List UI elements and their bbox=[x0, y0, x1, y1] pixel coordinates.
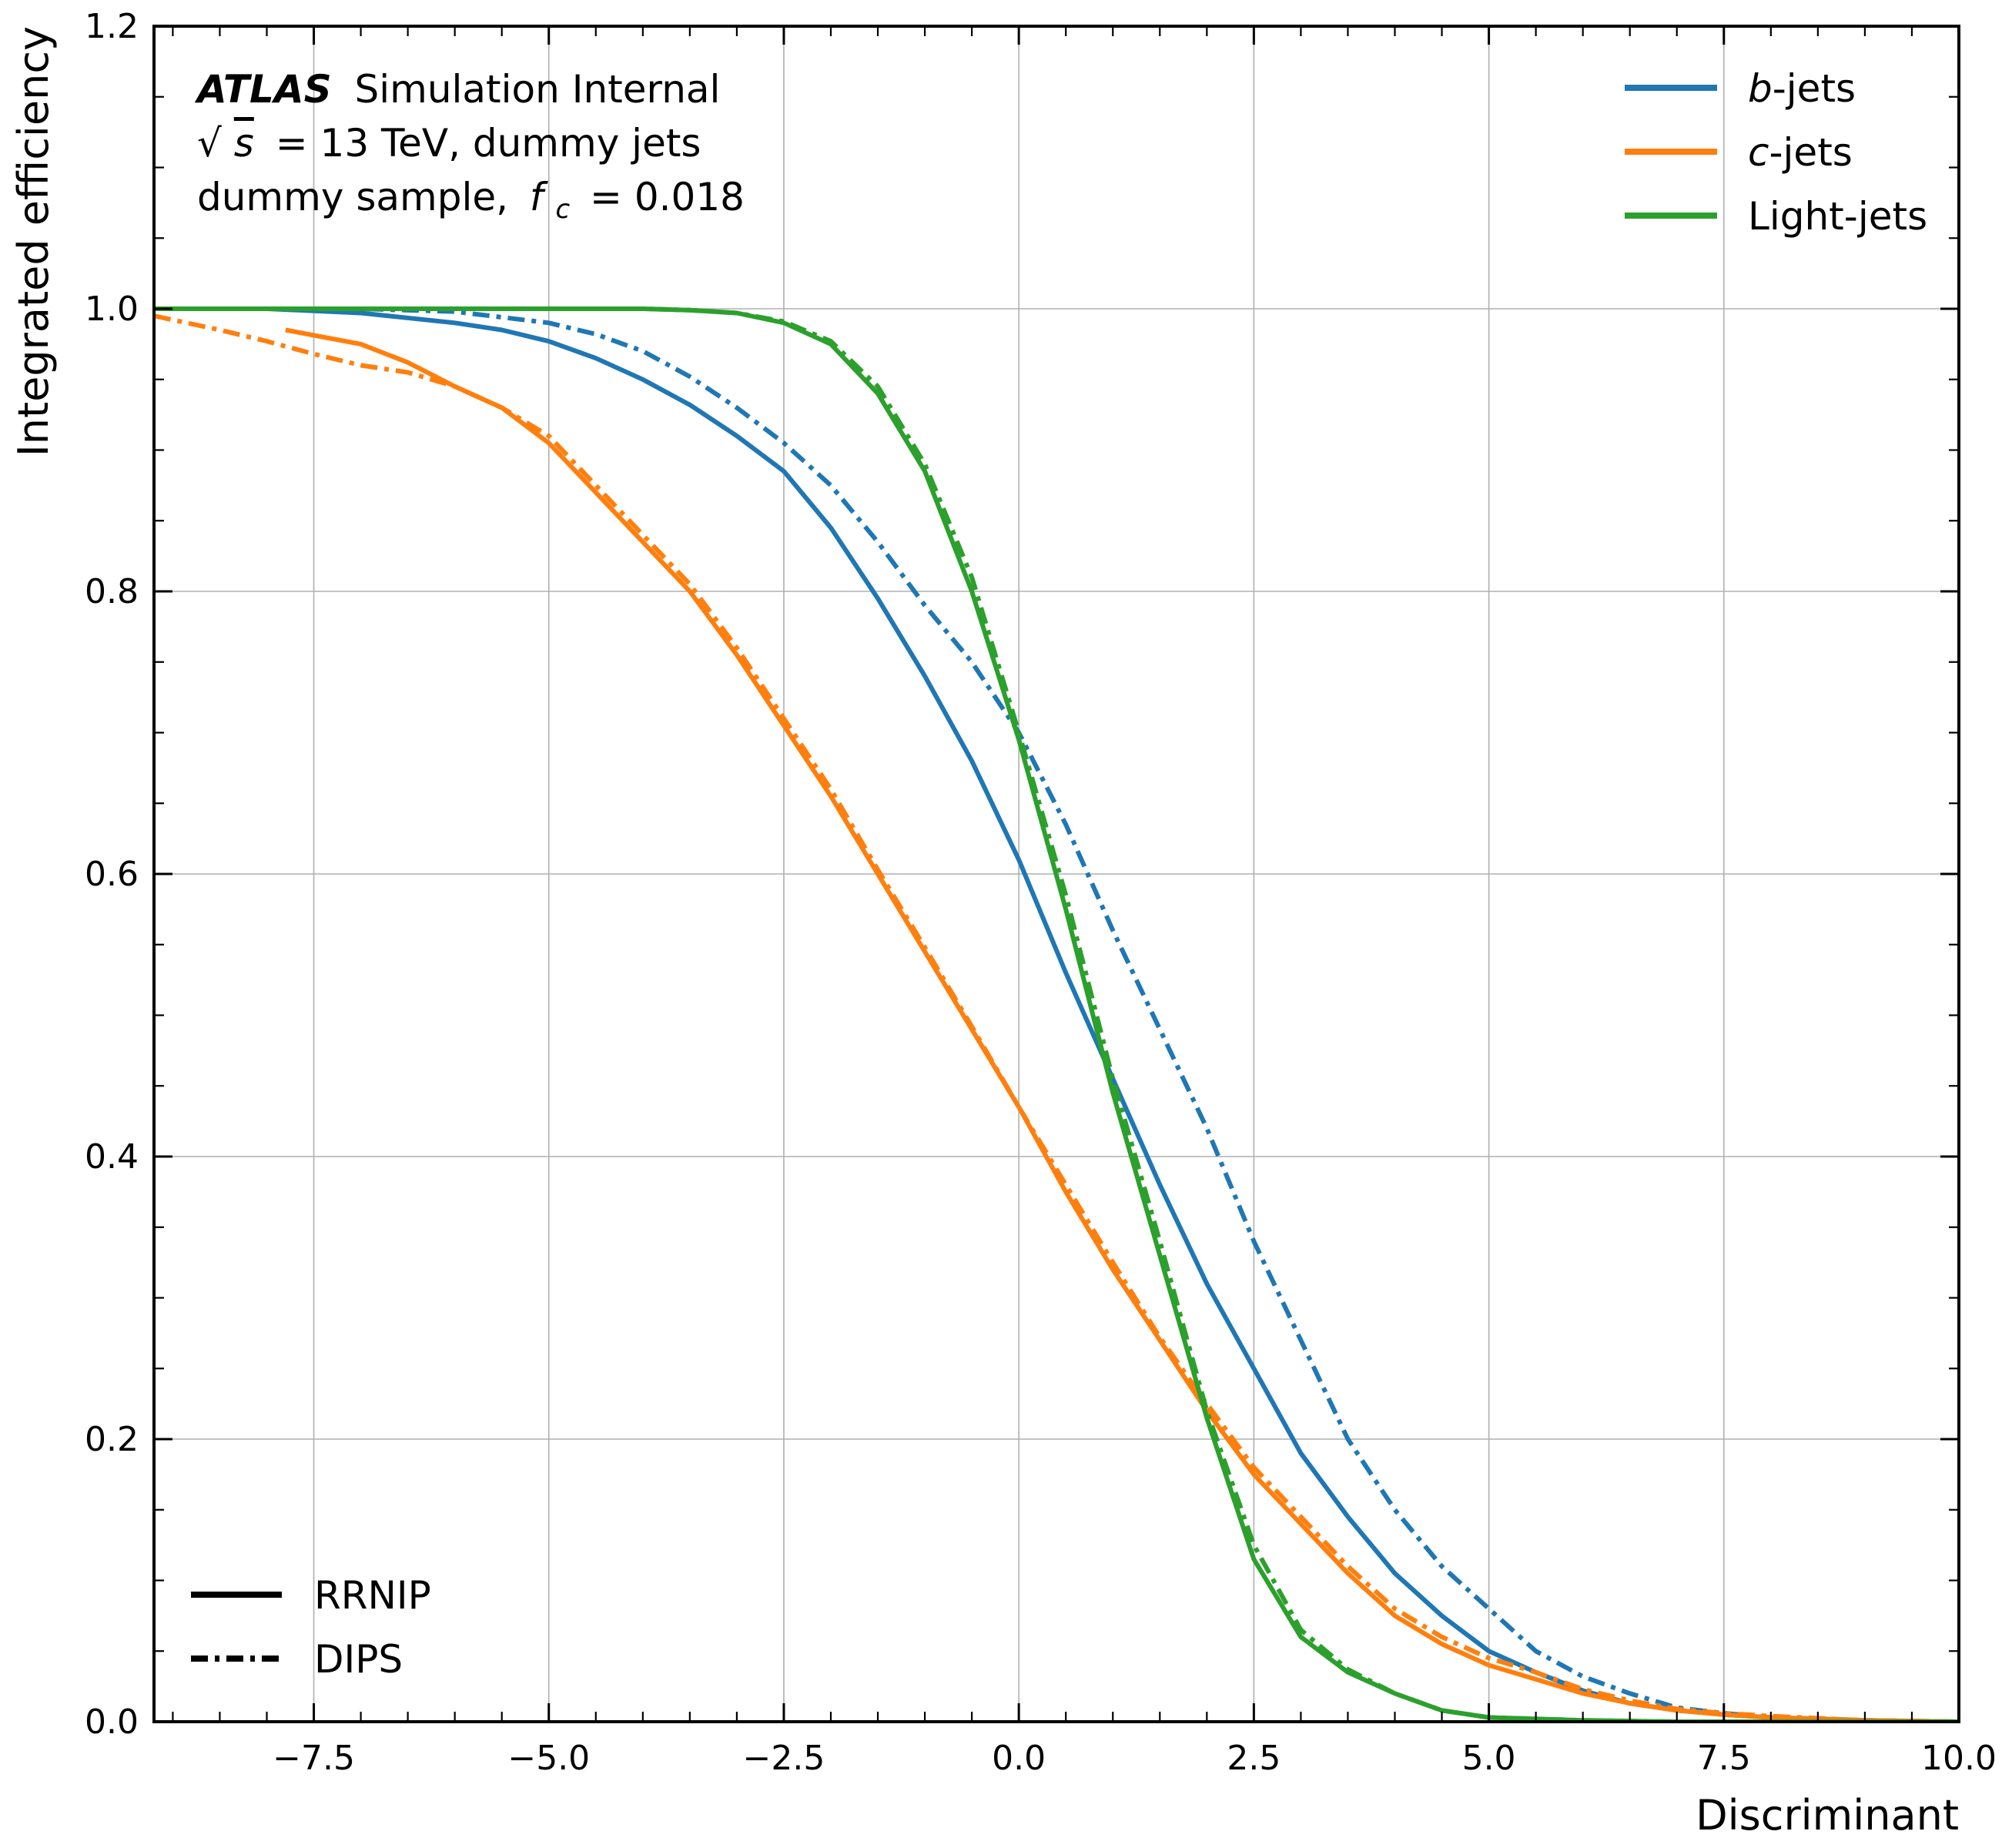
legend-label-dips: DIPS bbox=[314, 1637, 403, 1682]
x-axis-title: Discriminant bbox=[1696, 1791, 1959, 1840]
series-line-light-jets-dips bbox=[154, 306, 1959, 1722]
x-tick-label: 2.5 bbox=[1227, 1739, 1281, 1778]
x-tick-label: 0.0 bbox=[992, 1739, 1046, 1778]
sample-prefix: dummy sample, bbox=[197, 175, 508, 219]
legend-label-rrnip: RRNIP bbox=[314, 1573, 431, 1618]
legend-tagger: RRNIP DIPS bbox=[191, 1573, 431, 1682]
legend-label-light-jets: Light-jets bbox=[1748, 194, 1927, 239]
atlas-label-line: ATLAS Simulation Internal bbox=[194, 67, 720, 112]
series-line-c-jets-dips bbox=[154, 313, 1959, 1722]
legend-label-b-jets: b-jets bbox=[1748, 66, 1856, 111]
y-tick-label: 0.0 bbox=[85, 1702, 139, 1742]
x-tick-label: −5.0 bbox=[507, 1739, 590, 1778]
x-tick-label: 10.0 bbox=[1921, 1739, 1997, 1778]
x-tick-label: −2.5 bbox=[743, 1739, 825, 1778]
legend-item-dips: DIPS bbox=[191, 1637, 403, 1682]
sqrt-symbol: √ bbox=[197, 121, 222, 166]
x-tick-label: −7.5 bbox=[273, 1739, 355, 1778]
legend-item-c-jets: c-jets bbox=[1625, 130, 1853, 175]
energy-var: s bbox=[234, 121, 254, 166]
grid bbox=[154, 25, 1960, 1722]
y-tick-label: 0.6 bbox=[85, 855, 139, 894]
fc-value: = 0.018 bbox=[590, 175, 745, 219]
energy-rest: = 13 TeV, dummy jets bbox=[276, 121, 701, 166]
series-lines bbox=[154, 306, 1959, 1722]
series-line-b-jets-dips bbox=[154, 306, 1959, 1722]
y-axis-title: Integrated efficiency bbox=[9, 26, 58, 457]
fc-symbol: f bbox=[530, 175, 548, 219]
y-tick-label: 0.4 bbox=[85, 1137, 139, 1177]
legend-item-rrnip: RRNIP bbox=[191, 1573, 431, 1618]
atlas-suffix: Simulation Internal bbox=[355, 67, 721, 112]
legend-item-light-jets: Light-jets bbox=[1625, 194, 1927, 239]
sample-line: dummy sample, f c = 0.018 bbox=[197, 175, 745, 227]
atlas-label: ATLAS bbox=[194, 67, 332, 112]
x-tick-label: 5.0 bbox=[1462, 1739, 1516, 1778]
legend-label-c-jets: c-jets bbox=[1748, 130, 1853, 175]
tick-labels: −7.5 −5.0 −2.5 0.0 2.5 5.0 7.5 10.0 0.0 0.2 0.4 0.6… bbox=[85, 7, 1997, 1778]
series-line-c-jets-rrnip bbox=[285, 327, 1959, 1722]
legend-item-b-jets: b-jets bbox=[1625, 66, 1856, 111]
energy-line: √ s = 13 TeV, dummy jets bbox=[197, 121, 701, 166]
y-tick-label: 0.2 bbox=[85, 1420, 139, 1459]
y-tick-label: 1.2 bbox=[85, 7, 139, 46]
ticks bbox=[154, 25, 1960, 1723]
fc-sub: c bbox=[555, 194, 570, 225]
legend-flavour: b-jets c-jets Light-jets bbox=[1625, 66, 1927, 239]
x-tick-label: 7.5 bbox=[1697, 1739, 1751, 1778]
y-tick-label: 1.0 bbox=[85, 290, 139, 329]
y-tick-label: 0.8 bbox=[85, 572, 139, 611]
